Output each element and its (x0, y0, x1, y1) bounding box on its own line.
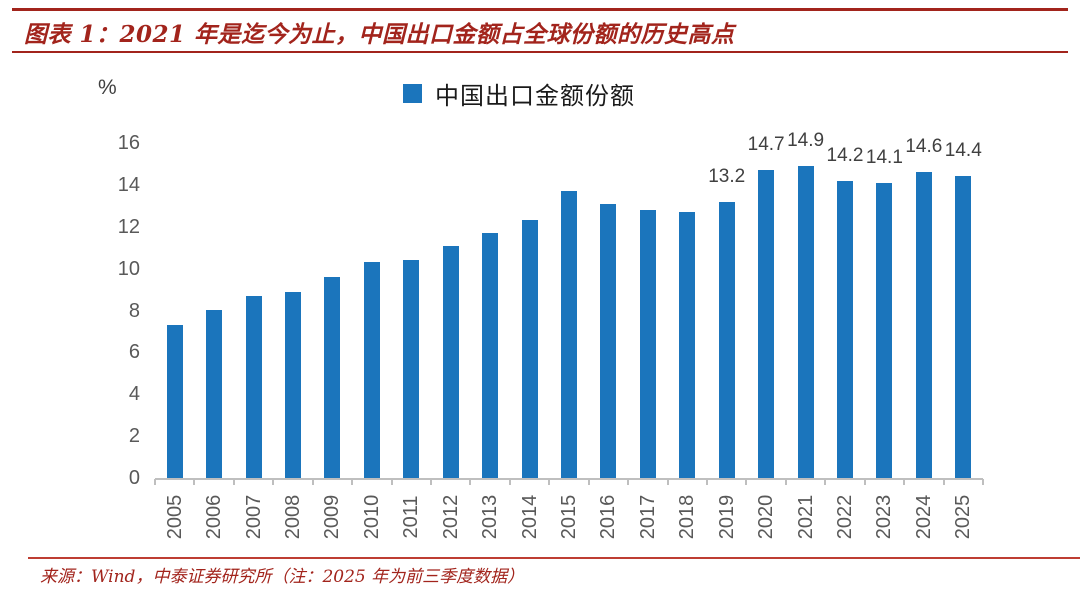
bar (285, 292, 301, 478)
figure-title: 图表 1：2021 年是迄今为止，中国出口金额占全球份额的历史高点 (24, 21, 735, 48)
x-axis-tick (311, 479, 314, 485)
y-tick-label: 6 (128, 341, 140, 364)
x-axis-tick (193, 479, 196, 485)
bar-value-label: 14.9 (787, 130, 825, 151)
bar (837, 181, 853, 478)
bar (679, 212, 696, 478)
x-axis-tick (469, 479, 472, 485)
x-axis-tick (942, 479, 945, 485)
x-axis-tick (548, 479, 551, 485)
bar (482, 233, 499, 478)
bar (876, 183, 893, 478)
bar-value-label: 14.4 (944, 140, 982, 161)
x-tick-label: 2019 (715, 494, 738, 540)
bar (206, 310, 223, 478)
bar (324, 277, 341, 478)
bar (363, 262, 380, 478)
y-tick-label: 14 (117, 173, 140, 196)
y-tick-label: 0 (128, 467, 140, 489)
legend: 中国出口金额份额 (403, 76, 635, 111)
y-tick-label: 8 (128, 299, 140, 322)
legend-swatch-icon (403, 84, 422, 103)
x-tick-label: 2017 (636, 494, 659, 540)
x-tick-label: 2023 (873, 494, 896, 540)
bar (955, 176, 972, 478)
y-tick-label: 2 (128, 425, 140, 448)
x-tick-label: 2024 (912, 494, 935, 540)
x-tick-label: 2011 (400, 495, 423, 539)
header-rule-bottom (12, 51, 1068, 53)
x-axis-tick (982, 479, 984, 485)
bar (442, 246, 459, 478)
bar (561, 191, 577, 478)
bar (166, 325, 183, 478)
bar-value-label: 14.7 (747, 134, 785, 155)
bar (521, 220, 538, 478)
x-tick-label: 2015 (558, 494, 580, 540)
bar-value-label: 14.6 (905, 136, 943, 157)
x-tick-label: 2016 (597, 494, 620, 540)
x-axis-tick (508, 479, 511, 485)
y-axis-unit-label: % (98, 76, 117, 99)
x-axis-tick (232, 479, 235, 485)
y-tick-label: 16 (117, 132, 140, 154)
x-tick-label: 2012 (439, 494, 462, 540)
x-tick-label: 2008 (282, 494, 304, 540)
x-axis-tick (824, 479, 827, 485)
x-axis-tick (627, 479, 630, 485)
bar (600, 204, 617, 478)
bar (245, 296, 262, 478)
legend-label: 中国出口金额份额 (435, 83, 635, 110)
bar (758, 170, 775, 478)
bar-value-label: 14.2 (826, 145, 864, 166)
x-axis-tick (903, 479, 906, 485)
x-axis-tick (666, 479, 669, 485)
x-tick-label: 2005 (163, 494, 186, 540)
y-tick-label: 10 (117, 257, 140, 280)
x-tick-label: 2006 (203, 494, 226, 540)
x-tick-label: 2021 (794, 494, 817, 540)
source-note: 来源：Wind，中泰证券研究所（注：2025 年为前三季度数据） (40, 567, 525, 587)
bar (403, 260, 420, 478)
bar-value-label: 13.2 (708, 166, 746, 187)
x-tick-label: 2025 (952, 494, 975, 540)
x-tick-label: 2018 (676, 494, 699, 540)
x-tick-label: 2022 (834, 494, 856, 540)
x-axis-tick (706, 479, 708, 485)
x-axis-tick (784, 479, 787, 485)
x-axis-tick (390, 479, 393, 485)
bar (915, 172, 932, 478)
x-tick-label: 2013 (479, 494, 502, 540)
bar (797, 166, 814, 478)
x-tick-label: 2010 (360, 494, 383, 540)
x-axis-tick (272, 479, 275, 485)
header-rule-top (12, 8, 1068, 11)
y-tick-label: 4 (128, 383, 140, 406)
footer-divider (28, 557, 1080, 559)
x-tick-label: 2009 (321, 494, 344, 540)
x-axis-line (155, 478, 983, 480)
x-axis-tick (863, 479, 866, 485)
x-tick-label: 2020 (755, 494, 778, 540)
y-tick-label: 12 (117, 215, 140, 238)
x-tick-label: 2007 (242, 494, 265, 540)
x-axis-tick (154, 479, 156, 485)
bar (639, 210, 656, 478)
bar-value-label: 14.1 (865, 147, 903, 168)
x-axis-tick (430, 479, 432, 485)
x-tick-label: 2014 (518, 494, 541, 540)
x-axis-tick (745, 479, 748, 485)
x-axis-tick (351, 479, 354, 485)
bar (718, 202, 735, 478)
x-axis-tick (587, 479, 590, 485)
